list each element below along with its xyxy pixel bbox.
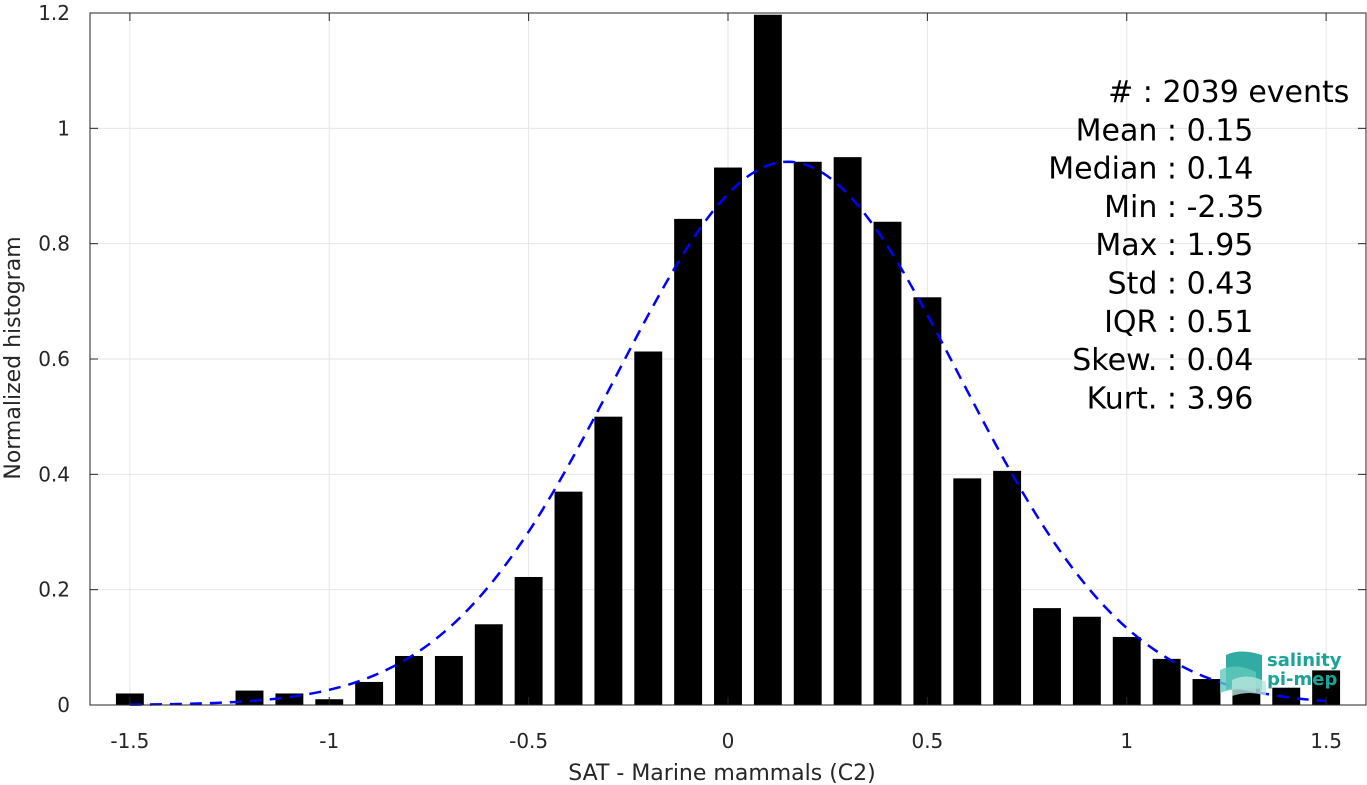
stats-label: Kurt. (1087, 381, 1158, 416)
histogram-bar (594, 416, 623, 705)
y-tick-label: 0.2 (38, 578, 70, 602)
axis-ticks (90, 12, 1366, 706)
stats-label: Min (1104, 190, 1157, 225)
stats-value: 0.14 (1187, 152, 1254, 187)
stats-value: 1.95 (1187, 228, 1254, 263)
histogram-bar (355, 681, 384, 705)
histogram-bar (434, 655, 463, 705)
stats-value: 3.96 (1187, 381, 1254, 416)
stats-row: Skew. : 0.04 (1072, 343, 1253, 378)
histogram-bar (793, 161, 822, 705)
y-tick-labels: 0 0.2 0.4 0.6 0.8 1 1.2 (38, 1, 70, 717)
stats-label: Skew. (1072, 343, 1157, 378)
wave-icon (1220, 651, 1266, 696)
histogram-bar (1152, 658, 1181, 705)
histogram-bar (275, 693, 304, 705)
y-tick-label: 0.4 (38, 462, 70, 486)
x-tick-label: -1 (319, 729, 339, 753)
y-tick-label: 1.2 (38, 1, 70, 25)
stats-value: 2039 events (1162, 75, 1349, 110)
y-tick-label: 1 (57, 116, 70, 140)
stats-value: 0.15 (1187, 113, 1254, 148)
histogram-bar (714, 167, 742, 706)
x-tick-label: 1.5 (1310, 729, 1342, 753)
histogram-bars (115, 14, 1341, 706)
stats-label: Mean (1076, 113, 1158, 148)
stats-row: # : 2039 events (1108, 75, 1349, 110)
x-tick-label: 0 (722, 729, 735, 753)
y-tick-label: 0.6 (38, 347, 70, 371)
stats-label: # (1108, 75, 1143, 110)
y-axis-label: Normalized histogram (1, 236, 26, 479)
histogram-bar (674, 218, 703, 705)
stats-row: Mean : 0.15 (1076, 113, 1254, 148)
stats-row: Std : 0.43 (1108, 267, 1254, 302)
x-tick-label: -0.5 (509, 729, 548, 753)
stats-label: Std (1108, 267, 1158, 302)
histogram-bar (1192, 679, 1221, 705)
x-tick-label: 1 (1120, 729, 1133, 753)
stats-value: -2.35 (1187, 190, 1265, 225)
x-axis-label: SAT - Marine mammals (C2) (568, 761, 876, 785)
histogram-bar (953, 478, 982, 705)
histogram-bar (1072, 616, 1101, 705)
stats-row: Kurt. : 3.96 (1087, 381, 1254, 416)
stats-row: Min : -2.35 (1104, 190, 1264, 225)
stats-label: Max (1095, 228, 1157, 263)
histogram-bar (753, 14, 782, 706)
stats-row: Max : 1.95 (1095, 228, 1253, 263)
stats-value: 0.43 (1187, 267, 1254, 302)
stats-row: IQR : 0.51 (1104, 305, 1253, 340)
histogram-bar (833, 157, 862, 705)
histogram-bar (474, 624, 503, 705)
gaussian-fit-curve (129, 160, 1327, 706)
histogram-bar (395, 655, 423, 705)
histogram-bar (1033, 608, 1061, 705)
histogram-bar (514, 576, 543, 705)
histogram-bar (873, 221, 902, 705)
x-tick-label: 0.5 (911, 729, 943, 753)
stats-label: Median (1048, 152, 1157, 187)
salinity-pi-mep-logo: salinity pi-mep (1220, 650, 1342, 696)
histogram-bar (1112, 636, 1141, 705)
x-tick-labels: -1.5 -1 -0.5 0 0.5 1 1.5 (110, 729, 1342, 753)
stats-label: IQR (1104, 305, 1157, 340)
histogram-bar (634, 351, 663, 705)
histogram-bar (913, 297, 942, 705)
histogram-bar (554, 491, 583, 705)
stats-value: 0.04 (1187, 343, 1254, 378)
logo-text-salinity: salinity (1267, 650, 1342, 671)
stats-value: 0.51 (1187, 305, 1254, 340)
histogram-bar (993, 470, 1022, 705)
logo-text-pi-mep: pi-mep (1267, 669, 1337, 690)
stats-row: Median : 0.14 (1048, 152, 1253, 187)
x-tick-label: -1.5 (110, 729, 149, 753)
y-tick-label: 0 (57, 693, 70, 717)
y-tick-label: 0.8 (38, 232, 70, 256)
